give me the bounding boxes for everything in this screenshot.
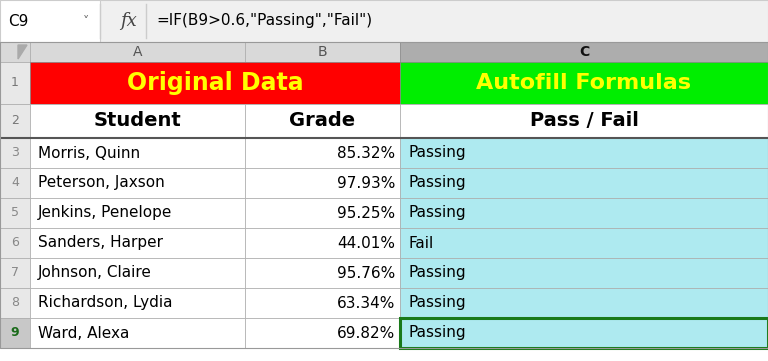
Text: 95.25%: 95.25%	[337, 205, 395, 221]
Text: Fail: Fail	[408, 235, 433, 251]
Text: fx: fx	[120, 12, 137, 30]
Bar	[30, 228, 245, 258]
Bar	[0, 258, 30, 288]
Text: Passing: Passing	[408, 326, 465, 340]
Text: Morris, Quinn: Morris, Quinn	[38, 145, 140, 161]
Bar	[0, 198, 30, 228]
Bar	[400, 318, 768, 348]
Bar	[30, 288, 245, 318]
Text: =IF(B9>0.6,"Passing","Fail"): =IF(B9>0.6,"Passing","Fail")	[156, 13, 372, 29]
Bar	[0, 104, 30, 138]
Bar	[0, 318, 30, 348]
Bar	[0, 42, 768, 348]
Text: Passing: Passing	[408, 145, 465, 161]
Bar	[400, 138, 768, 168]
Text: Ward, Alexa: Ward, Alexa	[38, 326, 129, 340]
Bar	[245, 258, 400, 288]
Text: 9: 9	[11, 326, 19, 339]
Text: A: A	[133, 45, 142, 59]
Bar	[30, 138, 245, 168]
Bar	[400, 198, 768, 228]
Bar	[30, 104, 245, 138]
Bar	[245, 168, 400, 198]
Text: C9: C9	[8, 13, 28, 29]
Bar	[400, 258, 768, 288]
Text: Passing: Passing	[408, 296, 465, 310]
Bar	[400, 42, 768, 62]
Text: Passing: Passing	[408, 205, 465, 221]
Bar	[400, 104, 768, 138]
Text: Richardson, Lydia: Richardson, Lydia	[38, 296, 173, 310]
Bar	[30, 258, 245, 288]
Text: Autofill Formulas: Autofill Formulas	[476, 73, 691, 93]
Bar	[245, 104, 400, 138]
Bar	[0, 168, 30, 198]
Bar	[400, 168, 768, 198]
Text: 95.76%: 95.76%	[336, 265, 395, 280]
Text: Original Data: Original Data	[127, 71, 303, 95]
Text: 63.34%: 63.34%	[336, 296, 395, 310]
Bar	[0, 228, 30, 258]
Text: 5: 5	[11, 206, 19, 219]
Text: ˅: ˅	[83, 14, 89, 27]
Text: 97.93%: 97.93%	[336, 175, 395, 191]
Text: 8: 8	[11, 296, 19, 309]
Text: Passing: Passing	[408, 175, 465, 191]
Bar	[30, 198, 245, 228]
Text: 7: 7	[11, 266, 19, 279]
Bar	[245, 42, 400, 62]
Bar	[400, 228, 768, 258]
Bar	[400, 288, 768, 318]
Text: C: C	[579, 45, 589, 59]
Bar	[30, 42, 245, 62]
Bar	[0, 42, 30, 62]
Bar	[30, 62, 400, 104]
Text: 3: 3	[11, 147, 19, 160]
Text: 4: 4	[11, 177, 19, 190]
Polygon shape	[18, 45, 27, 59]
Bar	[30, 168, 245, 198]
Text: B: B	[318, 45, 327, 59]
Text: Student: Student	[94, 112, 181, 130]
Bar	[245, 288, 400, 318]
Bar	[245, 318, 400, 348]
Text: 1: 1	[11, 77, 19, 90]
Bar	[245, 198, 400, 228]
Bar	[30, 318, 245, 348]
Text: 44.01%: 44.01%	[337, 235, 395, 251]
Bar	[400, 62, 768, 104]
Text: 69.82%: 69.82%	[336, 326, 395, 340]
Bar	[0, 288, 30, 318]
Text: Peterson, Jaxson: Peterson, Jaxson	[38, 175, 165, 191]
Text: Grade: Grade	[290, 112, 356, 130]
Text: 6: 6	[11, 236, 19, 249]
Bar	[400, 318, 768, 348]
Text: Sanders, Harper: Sanders, Harper	[38, 235, 163, 251]
Text: Johnson, Claire: Johnson, Claire	[38, 265, 152, 280]
Text: Passing: Passing	[408, 265, 465, 280]
Text: Pass / Fail: Pass / Fail	[530, 112, 638, 130]
Bar	[0, 138, 30, 168]
Text: 2: 2	[11, 114, 19, 127]
Bar	[0, 62, 30, 104]
Bar	[245, 138, 400, 168]
Bar	[245, 228, 400, 258]
Bar	[0, 0, 100, 42]
Bar	[0, 0, 768, 42]
Text: 85.32%: 85.32%	[337, 145, 395, 161]
Text: Jenkins, Penelope: Jenkins, Penelope	[38, 205, 172, 221]
